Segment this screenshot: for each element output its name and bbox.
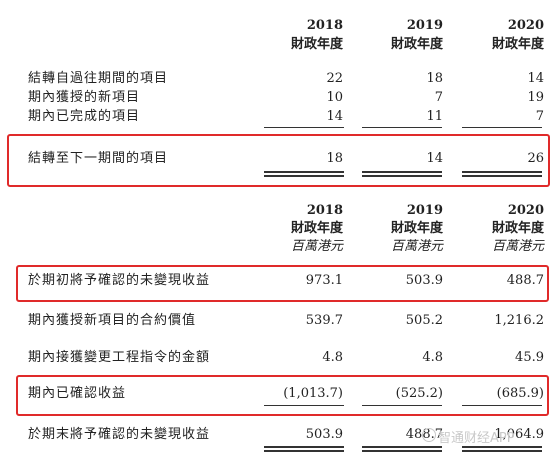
row-value: 1,216.2	[494, 313, 544, 328]
total-rule	[462, 450, 542, 452]
total-rule	[264, 446, 344, 448]
backlog-year-2019: 2019	[406, 18, 443, 33]
revenue-fy-label: 財政年度	[491, 221, 544, 236]
backlog-year-2018: 2018	[306, 18, 343, 33]
row-value: 505.2	[405, 313, 443, 328]
row-value: 7	[535, 109, 544, 124]
revenue-fy-label: 財政年度	[390, 221, 443, 236]
row-value: 488.7	[506, 273, 544, 288]
backlog-year-2020: 2020	[507, 18, 544, 33]
total-rule	[362, 450, 442, 452]
subtotal-rule	[462, 405, 542, 406]
total-rule	[462, 171, 542, 173]
total-label: 於期末將予確認的未變現收益	[28, 427, 211, 442]
row-label: 於期初將予確認的未變現收益	[28, 273, 211, 288]
watermark: 智通财经APP	[438, 431, 515, 446]
total-value: 18	[326, 151, 343, 166]
unit-label: 百萬港元	[491, 239, 544, 254]
row-value: 7	[434, 90, 443, 105]
subtotal-rule	[362, 127, 442, 128]
revenue-year-2019: 2019	[406, 203, 443, 218]
total-rule	[264, 171, 344, 173]
highlight-box	[16, 265, 549, 302]
row-label: 期內接獲變更工程指令的金額	[28, 350, 211, 365]
row-label: 期內已完成的項目	[28, 109, 141, 124]
total-rule	[462, 175, 542, 177]
total-rule	[462, 446, 542, 448]
unit-label: 百萬港元	[390, 239, 443, 254]
row-value: 10	[326, 90, 343, 105]
subtotal-rule	[264, 405, 344, 406]
row-value: 22	[326, 71, 343, 86]
row-value: (525.2)	[395, 386, 443, 401]
total-value: 1,064.9	[494, 427, 544, 442]
row-label: 期內獲授的新項目	[28, 90, 141, 105]
revenue-year-2018: 2018	[306, 203, 343, 218]
watermark-logo-icon	[422, 428, 436, 442]
subtotal-rule	[264, 127, 344, 128]
row-value: 539.7	[305, 313, 343, 328]
backlog-fy-label: 財政年度	[491, 37, 544, 52]
total-label: 結轉至下一期間的項目	[28, 151, 169, 166]
total-value: 26	[527, 151, 544, 166]
row-value: 18	[426, 71, 443, 86]
row-value: 14	[326, 109, 343, 124]
row-label: 期內獲授新項目的合約價值	[28, 313, 197, 328]
total-value: 14	[426, 151, 443, 166]
row-label: 期內已確認收益	[28, 386, 127, 401]
row-value: 4.8	[322, 350, 343, 365]
row-value: (1,013.7)	[283, 386, 343, 401]
highlight-box	[16, 375, 549, 416]
row-value: 503.9	[405, 273, 443, 288]
total-rule	[362, 171, 442, 173]
unit-label: 百萬港元	[290, 239, 343, 254]
total-rule	[264, 175, 344, 177]
row-value: 4.8	[422, 350, 443, 365]
subtotal-rule	[462, 127, 542, 128]
total-rule	[362, 446, 442, 448]
total-rule	[264, 450, 344, 452]
row-value: 19	[527, 90, 544, 105]
revenue-fy-label: 財政年度	[290, 221, 343, 236]
backlog-fy-label: 財政年度	[290, 37, 343, 52]
row-value: 11	[426, 109, 443, 124]
row-value: 45.9	[515, 350, 544, 365]
row-value: 14	[527, 71, 544, 86]
subtotal-rule	[362, 405, 442, 406]
total-rule	[362, 175, 442, 177]
row-value: (685.9)	[496, 386, 544, 401]
backlog-fy-label: 財政年度	[390, 37, 443, 52]
row-label: 結轉自過往期間的項目	[28, 71, 169, 86]
total-value: 503.9	[305, 427, 343, 442]
revenue-year-2020: 2020	[507, 203, 544, 218]
highlight-box	[7, 134, 550, 187]
row-value: 973.1	[305, 273, 343, 288]
